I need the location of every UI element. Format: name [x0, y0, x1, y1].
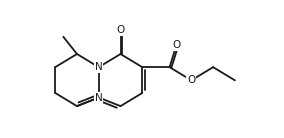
Text: O: O — [116, 26, 125, 35]
Text: N: N — [95, 92, 103, 103]
Text: O: O — [172, 40, 181, 50]
Text: O: O — [187, 75, 195, 85]
Text: N: N — [95, 62, 103, 72]
